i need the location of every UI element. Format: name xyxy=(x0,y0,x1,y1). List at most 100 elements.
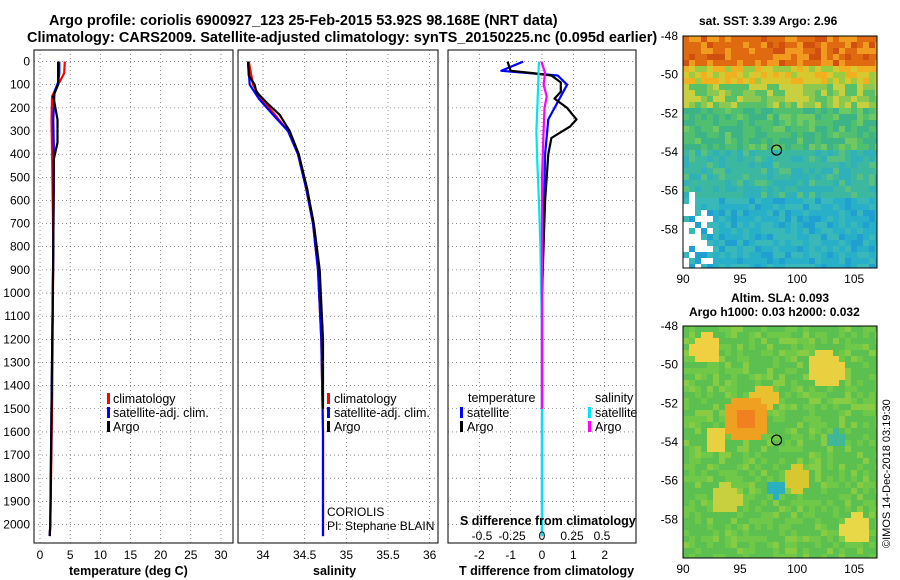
map-cell xyxy=(791,240,797,246)
map-cell xyxy=(857,362,863,368)
map-cell xyxy=(857,174,863,180)
map-cell xyxy=(719,234,725,240)
map-cell xyxy=(809,458,815,464)
map-cell xyxy=(701,512,707,518)
map-cell xyxy=(701,464,707,470)
map-cell xyxy=(749,458,755,464)
map-cell xyxy=(821,470,827,476)
map-cell xyxy=(803,470,809,476)
map-cell xyxy=(755,90,761,96)
map-cell xyxy=(845,90,851,96)
map-cell xyxy=(749,428,755,434)
map-cell xyxy=(701,138,707,144)
map-cell xyxy=(869,102,875,108)
map-cell xyxy=(833,356,839,362)
map-cell xyxy=(749,168,755,174)
map-cell xyxy=(713,392,719,398)
map-cell xyxy=(815,494,821,500)
map-cell xyxy=(749,476,755,482)
x-tick-label: 2 xyxy=(601,548,608,562)
map-cell xyxy=(785,228,791,234)
map-cell xyxy=(779,264,785,268)
map-cell xyxy=(785,162,791,168)
map-cell xyxy=(767,500,773,506)
map-cell xyxy=(767,470,773,476)
map-cell xyxy=(869,446,875,452)
map-cell xyxy=(875,404,877,410)
map-cell xyxy=(845,374,851,380)
map-cell xyxy=(839,162,845,168)
map-cell xyxy=(779,180,785,186)
map-cell xyxy=(707,506,713,512)
map-cell xyxy=(749,192,755,198)
map-cell xyxy=(815,102,821,108)
map-cell xyxy=(827,416,833,422)
map-cell xyxy=(731,216,737,222)
map-cell xyxy=(773,48,779,54)
map-cell xyxy=(851,488,857,494)
map-cell xyxy=(827,210,833,216)
map-cell xyxy=(839,524,845,530)
map-cell xyxy=(815,482,821,488)
map-cell xyxy=(821,494,827,500)
map-cell xyxy=(767,344,773,350)
difference-lines xyxy=(500,60,578,537)
map-cell xyxy=(689,500,695,506)
map-cell xyxy=(761,192,767,198)
map-cell xyxy=(797,524,803,530)
map-cell xyxy=(689,240,695,246)
map-cell xyxy=(773,410,779,416)
map-cell xyxy=(707,410,713,416)
map-cell xyxy=(731,162,737,168)
map-cell xyxy=(851,186,857,192)
map-cell xyxy=(797,60,803,66)
map-cell xyxy=(875,234,877,240)
map-cell xyxy=(689,252,695,258)
map-cell xyxy=(809,500,815,506)
map-cell xyxy=(845,482,851,488)
map-cell xyxy=(797,452,803,458)
map-cell xyxy=(839,410,845,416)
map-cell xyxy=(749,210,755,216)
map-cell xyxy=(821,174,827,180)
map-cell xyxy=(857,36,863,42)
map-cell xyxy=(857,126,863,132)
map-cell xyxy=(815,392,821,398)
map-cell xyxy=(857,48,863,54)
map-cell xyxy=(785,392,791,398)
map-cell xyxy=(779,84,785,90)
map-cell xyxy=(797,102,803,108)
map-cell xyxy=(689,542,695,548)
map-cell xyxy=(779,392,785,398)
map-cell xyxy=(767,114,773,120)
map-cell xyxy=(725,428,731,434)
map-cell xyxy=(863,512,869,518)
map-cell xyxy=(731,150,737,156)
map-cell xyxy=(695,482,701,488)
map-cell xyxy=(869,542,875,548)
map-cell xyxy=(749,252,755,258)
map-cell xyxy=(803,386,809,392)
map-cell xyxy=(713,204,719,210)
map-cell xyxy=(749,126,755,132)
map-cell xyxy=(875,54,877,60)
map-cell xyxy=(821,48,827,54)
map-cell xyxy=(779,458,785,464)
map-cell xyxy=(821,216,827,222)
map-cell xyxy=(749,228,755,234)
map-cell xyxy=(701,344,707,350)
map-cell xyxy=(821,162,827,168)
map-cell xyxy=(821,210,827,216)
map-cell xyxy=(755,548,761,554)
map-cell xyxy=(713,374,719,380)
map-cell xyxy=(755,222,761,228)
map-cell xyxy=(875,482,877,488)
map-cell xyxy=(719,362,725,368)
map-cell xyxy=(755,476,761,482)
map-cell xyxy=(761,404,767,410)
map-cell xyxy=(743,240,749,246)
s-tick-label: 0 xyxy=(539,529,546,543)
map-cell xyxy=(695,54,701,60)
map-cell xyxy=(767,350,773,356)
map-cell xyxy=(773,210,779,216)
